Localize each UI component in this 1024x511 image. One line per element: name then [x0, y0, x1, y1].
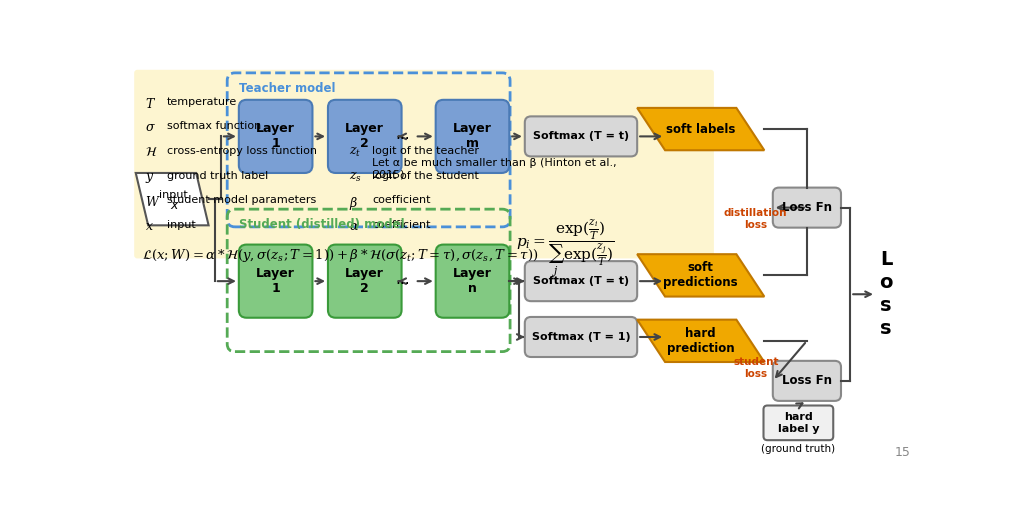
Text: Layer
2: Layer 2 — [345, 123, 384, 150]
Text: hard
label y: hard label y — [777, 412, 819, 434]
Text: Layer
m: Layer m — [453, 123, 492, 150]
Text: student
loss: student loss — [733, 357, 778, 379]
Text: soft
predictions: soft predictions — [664, 262, 738, 289]
Text: coefficient: coefficient — [372, 195, 431, 205]
Text: $T$: $T$ — [145, 97, 156, 111]
Text: temperature: temperature — [167, 97, 237, 107]
Polygon shape — [637, 320, 764, 362]
Text: $\mathcal{L}(x;W) = \alpha * \mathcal{H}(y, \sigma(z_s;T=1)) + \beta * \mathcal{: $\mathcal{L}(x;W) = \alpha * \mathcal{H}… — [142, 247, 539, 264]
Text: distillation
loss: distillation loss — [724, 208, 787, 230]
Text: input: input — [160, 190, 188, 199]
FancyBboxPatch shape — [773, 188, 841, 227]
Text: Softmax (T = t): Softmax (T = t) — [532, 276, 629, 286]
Text: input: input — [167, 220, 196, 230]
Text: student model parameters: student model parameters — [167, 195, 316, 205]
Text: Student (distilled) model: Student (distilled) model — [239, 218, 404, 231]
Text: Layer
2: Layer 2 — [345, 267, 384, 295]
Text: cross-entropy loss function: cross-entropy loss function — [167, 146, 316, 156]
FancyBboxPatch shape — [435, 245, 509, 318]
Text: o: o — [880, 273, 893, 292]
Text: coefficient: coefficient — [372, 220, 431, 230]
Text: $x$: $x$ — [145, 220, 154, 233]
FancyBboxPatch shape — [773, 361, 841, 401]
Text: ...: ... — [396, 127, 411, 143]
Polygon shape — [637, 254, 764, 296]
Text: logit of the student: logit of the student — [372, 171, 479, 181]
Text: Layer
1: Layer 1 — [256, 267, 295, 295]
Text: ground truth label: ground truth label — [167, 171, 268, 181]
Polygon shape — [136, 173, 209, 225]
Text: $z_s$: $z_s$ — [349, 171, 361, 184]
Text: softmax function: softmax function — [167, 122, 261, 131]
Text: Softmax (T = 1): Softmax (T = 1) — [531, 332, 631, 342]
Text: $y$: $y$ — [145, 171, 155, 184]
Text: s: s — [881, 296, 892, 315]
FancyBboxPatch shape — [328, 100, 401, 173]
Text: hard
prediction: hard prediction — [667, 327, 734, 355]
FancyBboxPatch shape — [524, 117, 637, 156]
Text: $\beta$: $\beta$ — [349, 195, 358, 212]
FancyBboxPatch shape — [239, 245, 312, 318]
FancyBboxPatch shape — [134, 70, 714, 259]
Text: Teacher model: Teacher model — [239, 82, 335, 95]
Text: $\mathcal{H}$: $\mathcal{H}$ — [145, 146, 158, 159]
Text: 15: 15 — [895, 446, 910, 458]
FancyBboxPatch shape — [435, 100, 509, 173]
Text: Softmax (T = t): Softmax (T = t) — [532, 131, 629, 142]
Text: (ground truth): (ground truth) — [761, 445, 836, 454]
FancyBboxPatch shape — [328, 245, 401, 318]
Text: ...: ... — [396, 272, 411, 287]
FancyBboxPatch shape — [524, 317, 637, 357]
Text: $p_i = \dfrac{\exp(\frac{z_i}{T})}{\sum_j \exp(\frac{z_j}{T})}$: $p_i = \dfrac{\exp(\frac{z_i}{T})}{\sum_… — [515, 218, 614, 279]
Text: x: x — [170, 199, 177, 212]
Text: L: L — [880, 250, 892, 269]
FancyBboxPatch shape — [524, 261, 637, 301]
Text: Layer
1: Layer 1 — [256, 123, 295, 150]
FancyBboxPatch shape — [239, 100, 312, 173]
Text: soft labels: soft labels — [666, 123, 735, 135]
Text: $z_t$: $z_t$ — [349, 146, 361, 159]
Text: Loss Fn: Loss Fn — [782, 201, 831, 214]
Polygon shape — [637, 108, 764, 150]
Text: $\alpha$: $\alpha$ — [349, 220, 359, 233]
FancyBboxPatch shape — [764, 406, 834, 440]
Text: $\sigma$: $\sigma$ — [145, 122, 156, 134]
Text: Loss Fn: Loss Fn — [782, 375, 831, 387]
Text: logit of the teacher
Let α be much smaller than β (Hinton et al.,
2015): logit of the teacher Let α be much small… — [372, 146, 616, 179]
Text: s: s — [881, 319, 892, 338]
Text: $W$: $W$ — [145, 195, 161, 210]
Text: Layer
n: Layer n — [453, 267, 492, 295]
